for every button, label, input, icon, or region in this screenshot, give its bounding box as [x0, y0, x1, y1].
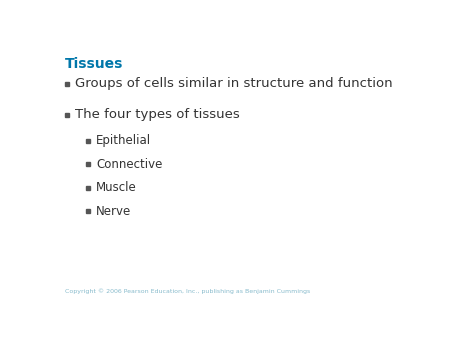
Text: Nerve: Nerve	[96, 204, 131, 218]
Text: Epithelial: Epithelial	[96, 134, 152, 147]
Text: The four types of tissues: The four types of tissues	[76, 108, 240, 121]
Text: Muscle: Muscle	[96, 181, 137, 194]
Text: Connective: Connective	[96, 158, 163, 171]
Text: Copyright © 2006 Pearson Education, Inc., publishing as Benjamin Cummings: Copyright © 2006 Pearson Education, Inc.…	[65, 289, 310, 294]
Text: Groups of cells similar in structure and function: Groups of cells similar in structure and…	[76, 77, 393, 90]
Text: Tissues: Tissues	[65, 57, 123, 71]
